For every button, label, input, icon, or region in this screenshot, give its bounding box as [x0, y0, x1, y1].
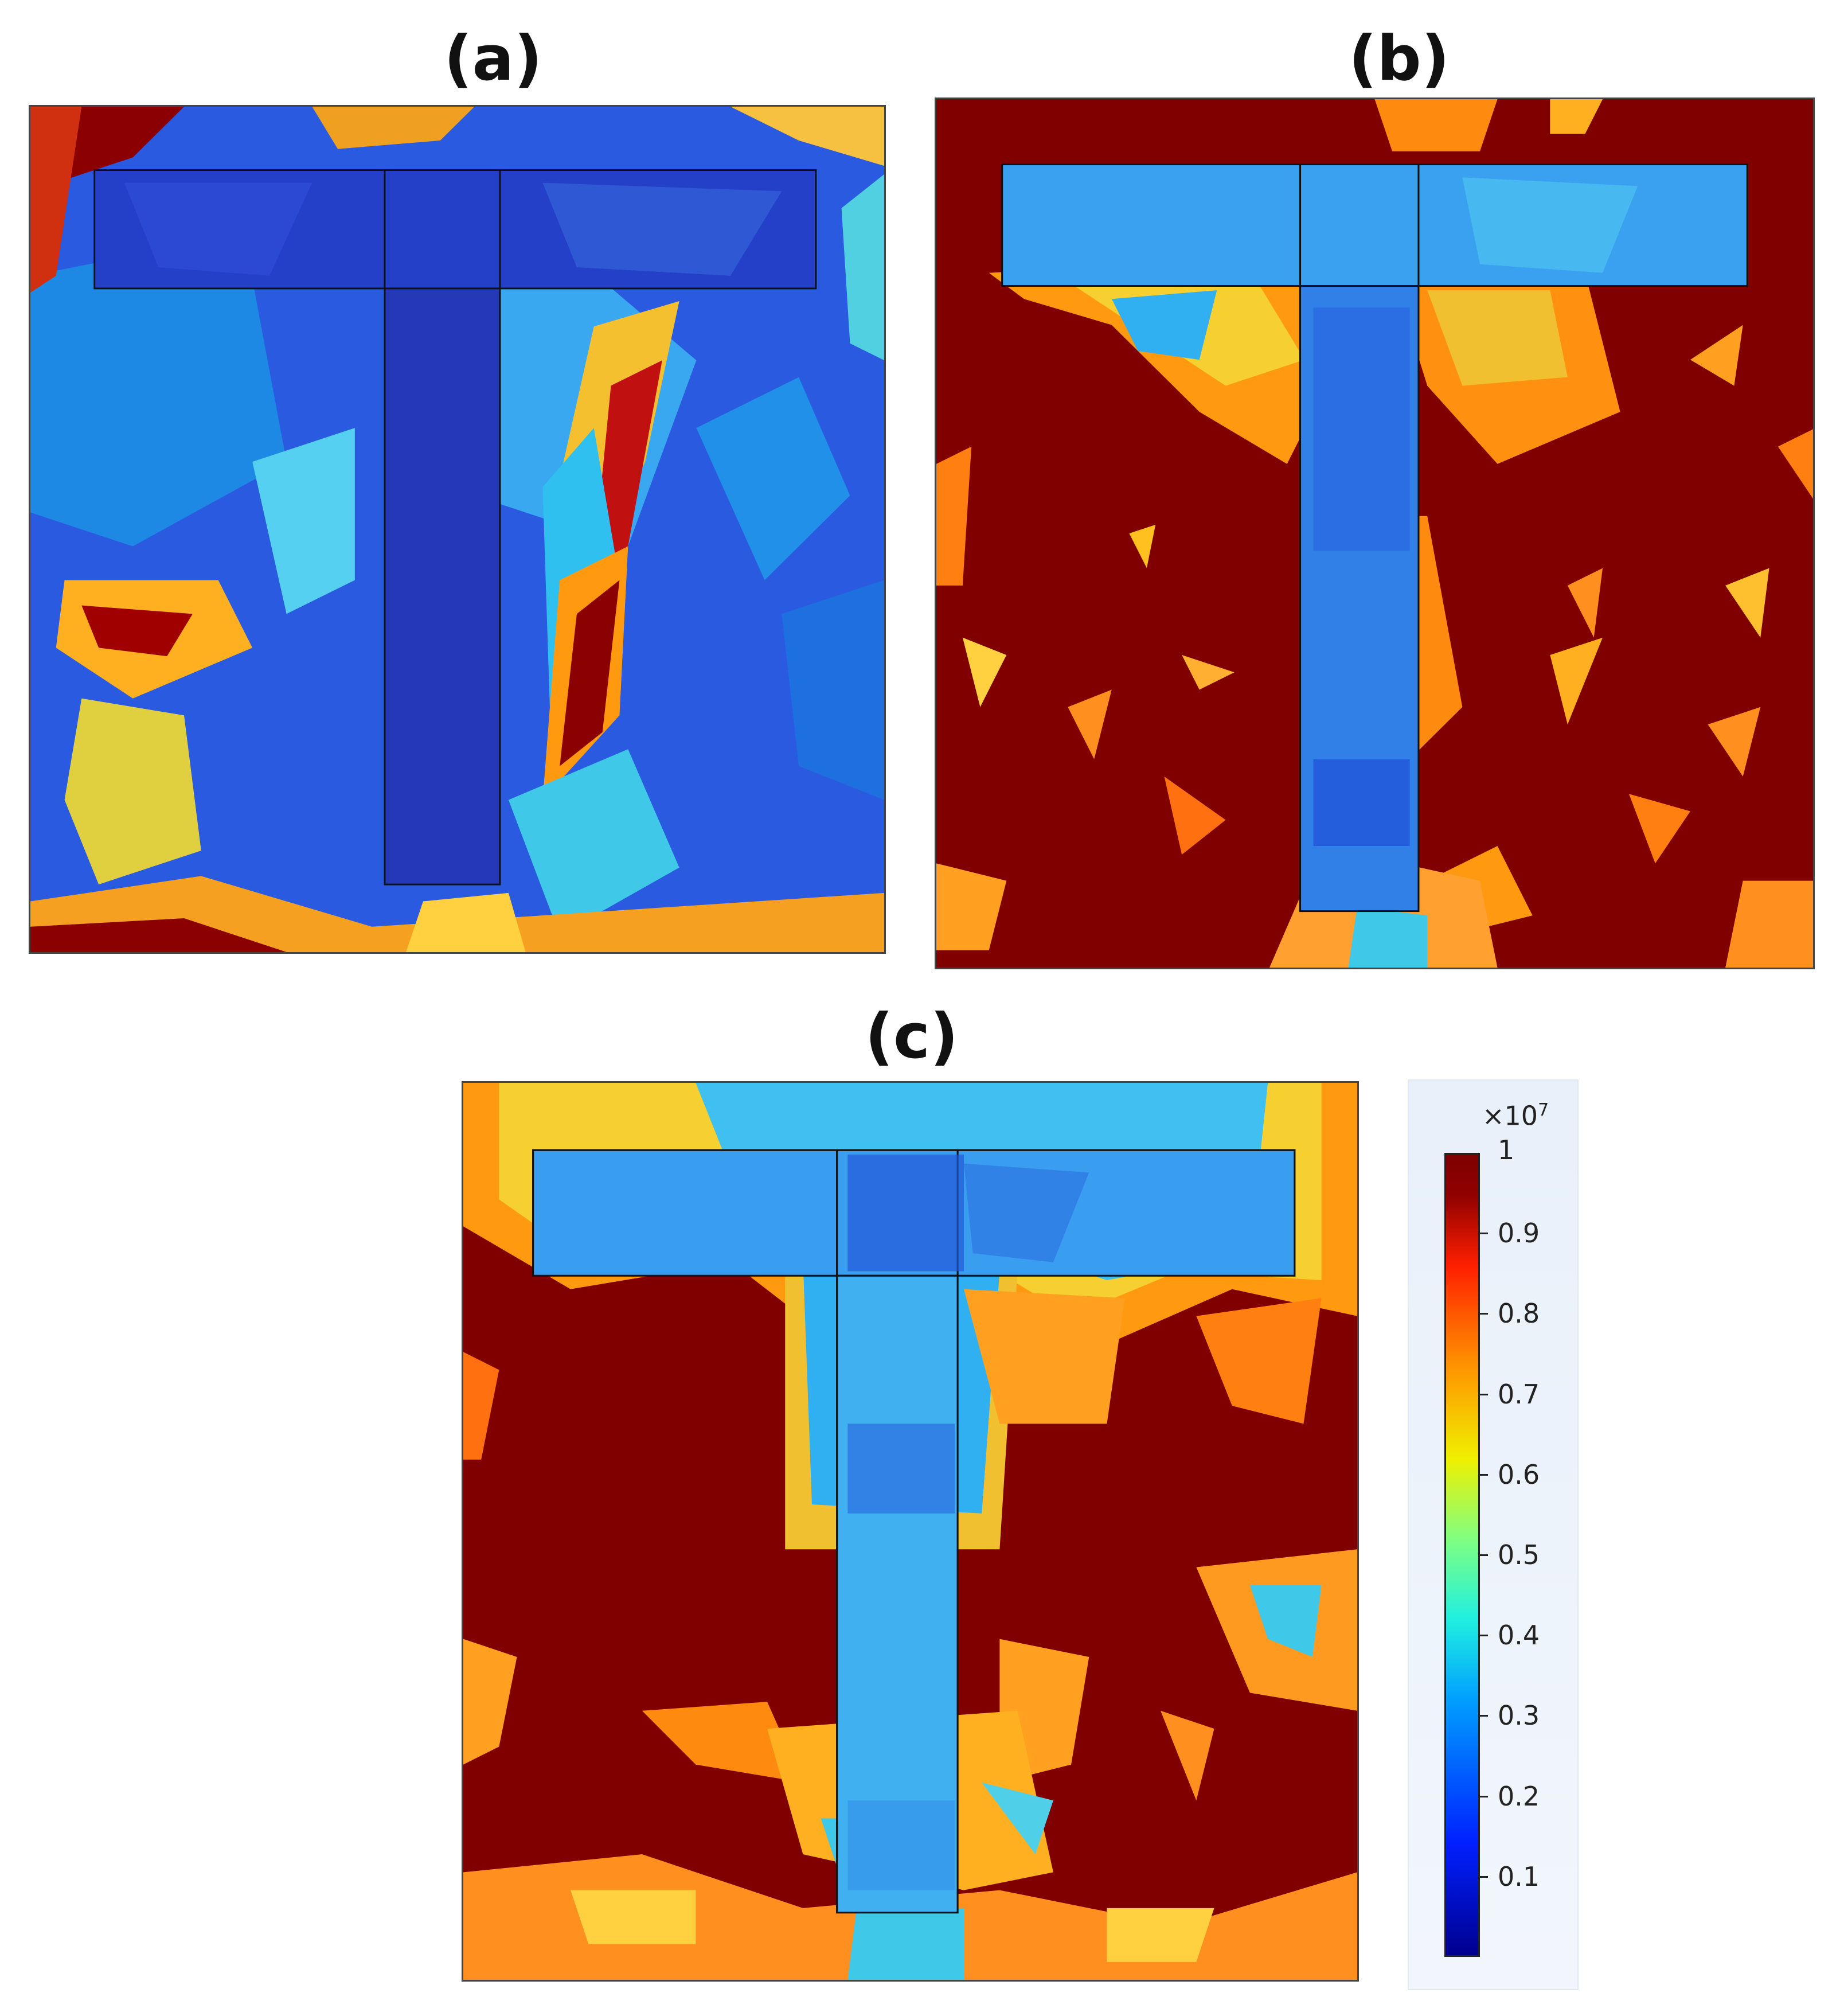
- colorbar-tick: [1480, 1233, 1488, 1235]
- colorbar-tick-label: 0.1: [1498, 1861, 1540, 1892]
- panel-b-plot: [935, 98, 1815, 969]
- colorbar-tick: [1480, 1635, 1488, 1637]
- colorbar-tick: [1480, 1795, 1488, 1797]
- colorbar-tick: [1480, 1554, 1488, 1556]
- colorbar-tick-label: 0.6: [1498, 1459, 1540, 1490]
- colorbar-tick-label: 0.7: [1498, 1378, 1540, 1410]
- panel-a-plot: [29, 105, 886, 954]
- colorbar-tick: [1480, 1715, 1488, 1717]
- panel-b-field: [936, 99, 1813, 968]
- colorbar-tick: [1480, 1313, 1488, 1315]
- colorbar-tick-label: 0.8: [1498, 1298, 1540, 1329]
- colorbar-tick: [1480, 1473, 1488, 1476]
- panel-b-label: (b): [1348, 23, 1450, 95]
- panel-c-label: (c): [865, 1001, 959, 1073]
- panel-c-field: [463, 1083, 1357, 1980]
- colorbar-multiplier: ×107: [1482, 1100, 1549, 1132]
- colorbar-tick-label: 0.4: [1498, 1620, 1540, 1651]
- panel-a-label: (a): [444, 23, 542, 95]
- panel-c-plot: [462, 1081, 1359, 1982]
- colorbar-tick-label: 0.5: [1498, 1539, 1540, 1570]
- colorbar-tick: [1480, 1875, 1488, 1878]
- colorbar-max-label: 1: [1498, 1134, 1515, 1165]
- colorbar-tick: [1480, 1393, 1488, 1395]
- colorbar: [1444, 1153, 1480, 1957]
- panel-a-field: [30, 107, 884, 952]
- colorbar-tick-label: 0.2: [1498, 1780, 1540, 1812]
- colorbar-panel: [1408, 1079, 1579, 1990]
- colorbar-tick-label: 0.9: [1498, 1218, 1540, 1249]
- colorbar-tick-label: 0.3: [1498, 1700, 1540, 1732]
